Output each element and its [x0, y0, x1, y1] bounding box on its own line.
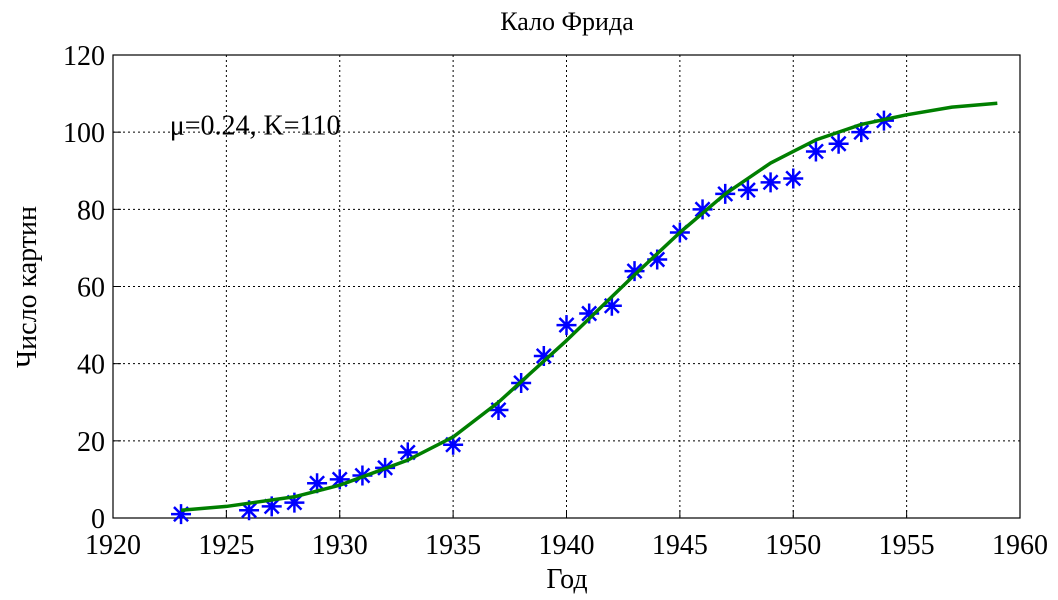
x-tick-label: 1940	[539, 530, 595, 561]
data-point	[579, 303, 600, 324]
data-point	[783, 168, 804, 189]
x-axis-label: Год	[546, 564, 587, 595]
data-point	[488, 399, 509, 420]
y-tick-label: 20	[77, 427, 105, 458]
x-tick-label: 1950	[765, 530, 821, 561]
x-tick-label: 1960	[992, 530, 1048, 561]
y-tick-label: 0	[91, 504, 105, 535]
data-point	[261, 496, 282, 517]
x-tick-label: 1930	[312, 530, 368, 561]
x-tick-label: 1945	[652, 530, 708, 561]
x-tick-label: 1935	[425, 530, 481, 561]
x-tick-label: 1920	[85, 530, 141, 561]
data-point	[624, 261, 645, 282]
data-point	[737, 180, 758, 201]
data-point	[329, 469, 350, 490]
y-tick-label: 100	[63, 118, 105, 149]
data-point	[601, 295, 622, 316]
y-tick-label: 60	[77, 273, 105, 304]
data-point	[556, 315, 577, 336]
y-axis-label: Число картин	[12, 206, 43, 368]
data-point	[284, 492, 305, 513]
data-point	[692, 199, 713, 220]
data-point	[533, 345, 554, 366]
y-tick-label: 80	[77, 195, 105, 226]
data-point	[239, 500, 260, 521]
data-point	[828, 133, 849, 154]
annotation: μ=0.24, K=110	[170, 110, 341, 141]
y-tick-label: 40	[77, 350, 105, 381]
data-point	[171, 504, 192, 525]
data-point	[851, 122, 872, 143]
chart-title: Кало Фрида	[500, 7, 634, 36]
data-point	[805, 141, 826, 162]
x-tick-label: 1955	[879, 530, 935, 561]
data-point	[760, 172, 781, 193]
y-tick-label: 120	[63, 41, 105, 72]
data-point	[443, 434, 464, 455]
data-point	[397, 442, 418, 463]
x-tick-label: 1925	[198, 530, 254, 561]
plot-frame	[112, 54, 1021, 519]
data-point	[647, 249, 668, 270]
fit-line	[180, 101, 998, 513]
data-point	[307, 473, 328, 494]
